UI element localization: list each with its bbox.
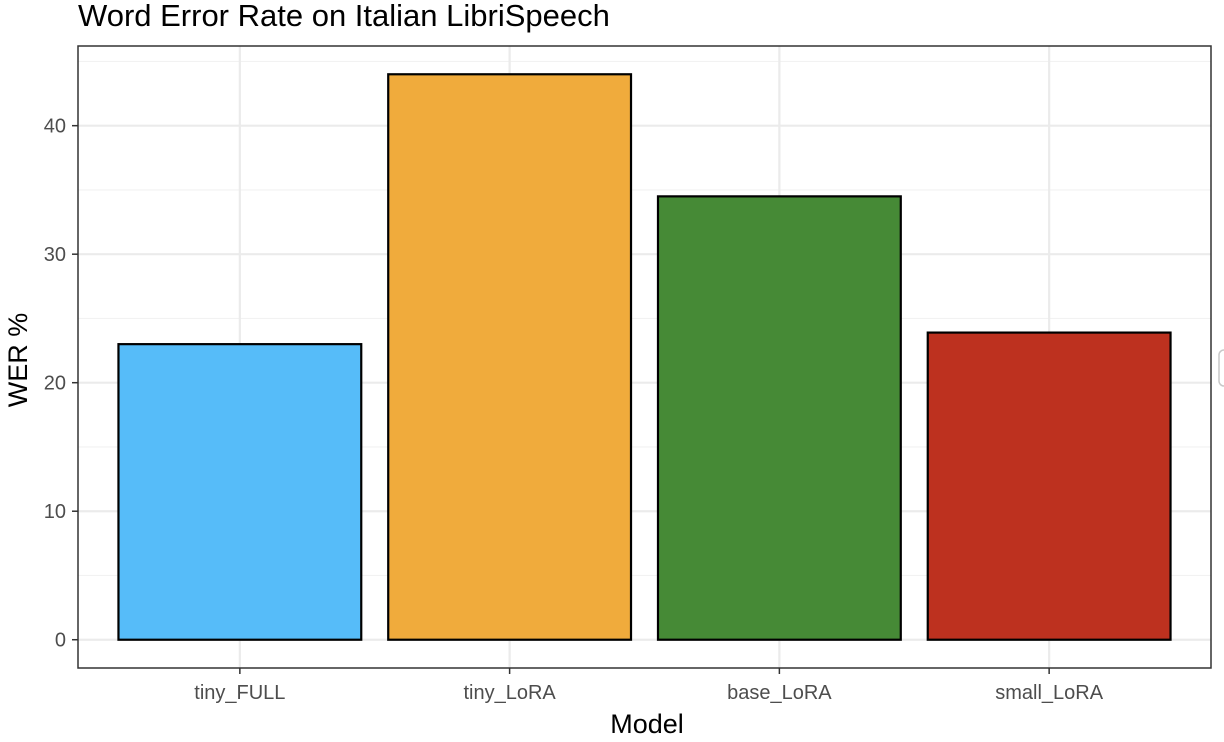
bar-base_LoRA: [656, 195, 902, 641]
panel-border: [77, 45, 1212, 669]
y-tick-label: 10: [44, 501, 66, 523]
bar-tiny_FULL: [117, 343, 363, 641]
x-axis-title: Model: [610, 709, 684, 739]
x-tick-label: base_LoRA: [727, 682, 832, 704]
y-tick-label: 30: [44, 244, 66, 266]
y-tick-label: 40: [44, 116, 66, 138]
bar-small_LoRA: [926, 331, 1172, 641]
bar-tiny_LoRA: [387, 73, 633, 641]
y-tick-label: 0: [55, 630, 66, 652]
y-axis-title: WER %: [3, 313, 33, 408]
plot-area: 0 10 20 30 40 tiny_FULL tiny_LoRA base_LoRA smal…: [44, 45, 1212, 704]
side-scroll-handle[interactable]: [1218, 349, 1224, 387]
y-tick-label: 20: [44, 373, 66, 395]
x-tick-label: small_LoRA: [995, 682, 1103, 704]
chart-title: Word Error Rate on Italian LibriSpeech: [78, 0, 610, 33]
x-tick-label: tiny_LoRA: [463, 682, 556, 704]
x-tick-label: tiny_FULL: [194, 682, 285, 704]
